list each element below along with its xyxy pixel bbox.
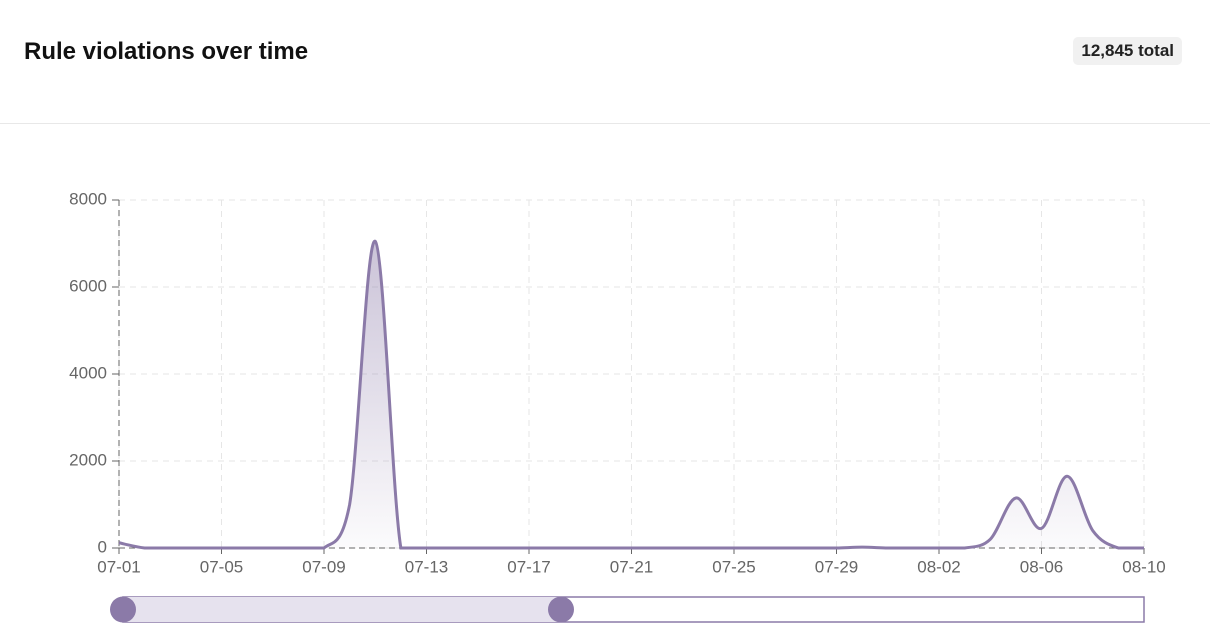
x-tick-label: 07-13 [405,557,448,576]
x-tick-label: 08-10 [1122,557,1165,576]
y-tick-label: 4000 [69,363,107,382]
title: Rule violations over time [24,38,309,65]
x-tick-label: 07-05 [200,557,243,576]
y-tick-label: 8000 [69,189,107,208]
range-slider[interactable] [110,596,1145,623]
x-tick-label: 08-06 [1020,557,1063,576]
slider-range[interactable] [123,597,561,622]
x-tick-label: 07-09 [302,557,345,576]
x-tick-label: 07-01 [97,557,140,576]
x-tick-label: 07-25 [712,557,755,576]
slider-handle[interactable] [110,596,136,623]
x-tick-label: 07-29 [815,557,858,576]
y-tick-label: 6000 [69,276,107,295]
y-tick-label: 0 [98,537,107,556]
line [118,239,1144,550]
header: Rule violations over time 12,845 total [0,0,1210,124]
total-badge: 12,845 total [1073,37,1182,65]
slider-handle[interactable] [548,596,574,623]
chart: 0 2000 4000 6000 8000 07-01 07-05 07-09 07-13 07-… [69,189,1166,623]
x-tick-label: 07-17 [507,557,550,576]
x-tick-label: 08-02 [917,557,960,576]
area-fill [119,241,1144,548]
x-tick-label: 07-21 [610,557,653,576]
y-tick-label: 2000 [69,450,107,469]
